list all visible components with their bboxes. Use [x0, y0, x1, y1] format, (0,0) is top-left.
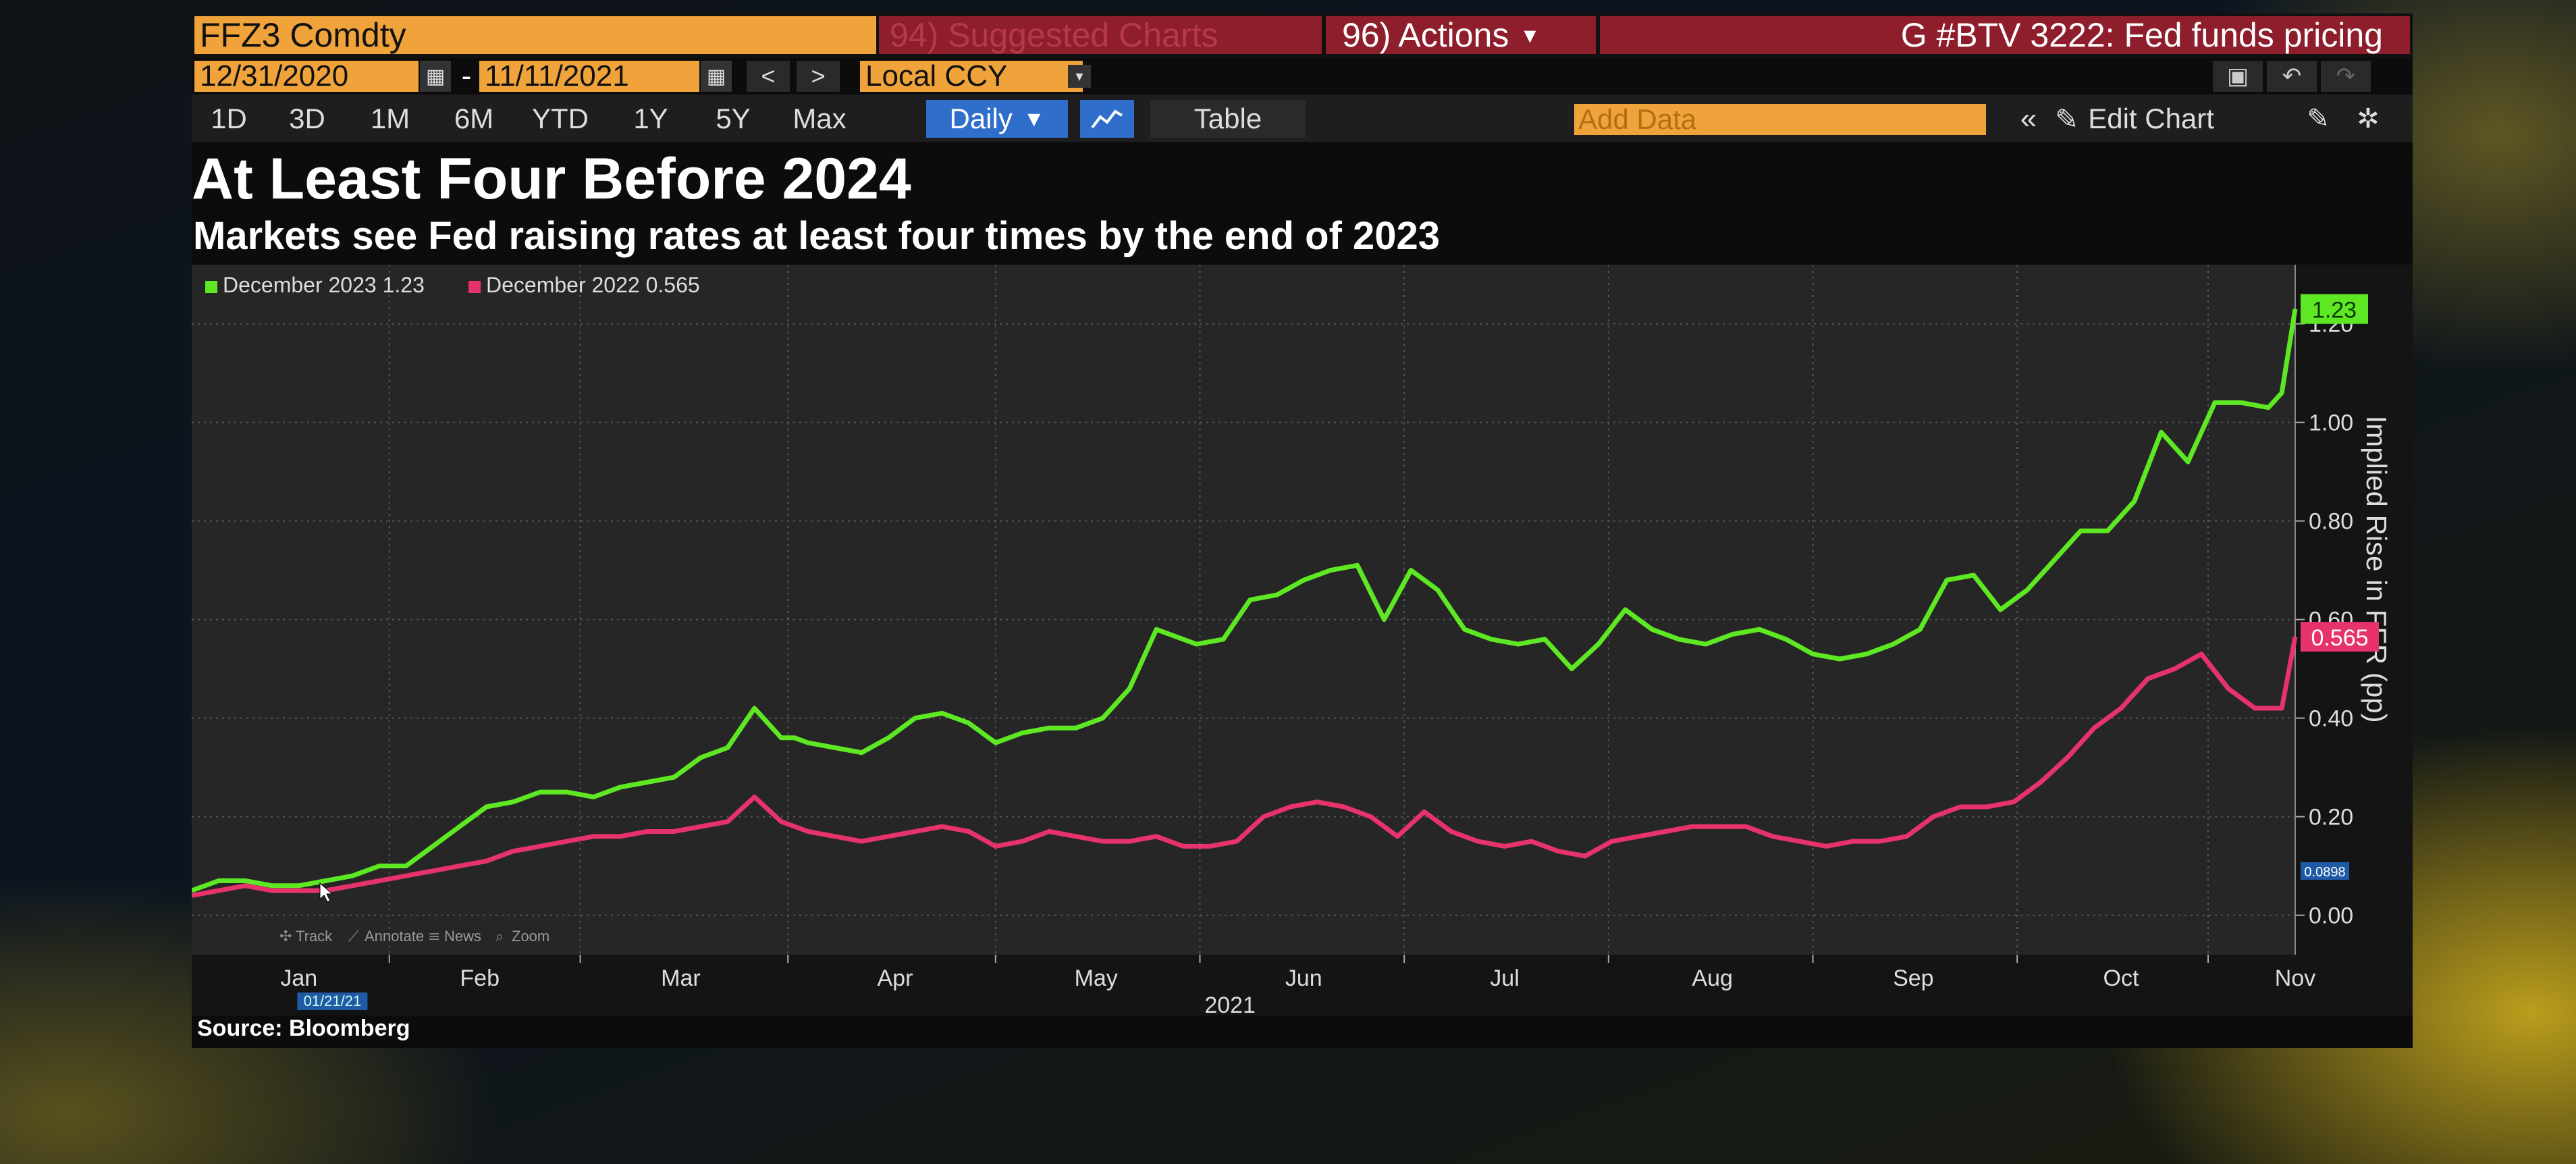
- add-data-input[interactable]: Add Data: [1574, 103, 1986, 135]
- x-tick-label: Jun: [1285, 965, 1322, 991]
- period-1m[interactable]: 1M: [370, 103, 410, 134]
- frequency-select[interactable]: Daily ▼: [926, 100, 1068, 138]
- terminal-window: FFZ3 Comdty 94) Suggested Charts 96) Act…: [192, 14, 2413, 1048]
- actions-menu[interactable]: 96) Actions ▾: [1326, 16, 1596, 54]
- chart-tool-icon: ✣: [279, 928, 292, 945]
- period-1y[interactable]: 1Y: [633, 103, 668, 134]
- line-chart-icon[interactable]: [1080, 100, 1134, 138]
- redo-icon[interactable]: ↷: [2321, 61, 2371, 92]
- chart-tool-icon: ⟋: [348, 928, 359, 945]
- x-tick-label: Jan: [280, 965, 317, 991]
- y-tick-label: 0.40: [2309, 706, 2353, 732]
- pencil-icon[interactable]: ✎: [2307, 104, 2330, 134]
- table-button[interactable]: Table: [1150, 100, 1306, 138]
- chevron-left-icon[interactable]: <: [747, 61, 790, 92]
- chevron-down-icon: ▼: [1023, 106, 1045, 131]
- x-axis-label: 2021: [1204, 993, 1256, 1018]
- pencil-icon: ✎: [2055, 103, 2079, 135]
- y-axis-title: Implied Rise in FFR (pp): [2361, 415, 2392, 722]
- y-tick-label: 0.00: [2309, 903, 2353, 929]
- calendar-icon[interactable]: ▦: [420, 61, 451, 92]
- period-5y[interactable]: 5Y: [716, 103, 751, 134]
- cursor-value-tag: [2301, 862, 2349, 880]
- last-value-label: 0.565: [2311, 625, 2368, 651]
- x-tick-label: Sep: [1893, 965, 1934, 991]
- chart-tool-news: News: [444, 928, 481, 945]
- x-tick-label: Apr: [878, 965, 913, 991]
- y-tick-label: 1.00: [2309, 411, 2353, 436]
- y-tick-label: 0.20: [2309, 805, 2353, 830]
- chart-tool-icon: ⌕: [495, 928, 504, 945]
- actions-caret-icon: ▾: [1524, 21, 1536, 49]
- y-axis-strip: [2295, 265, 2413, 955]
- end-date-field[interactable]: 11/11/2021: [479, 59, 699, 92]
- period-max[interactable]: Max: [793, 103, 847, 134]
- suggested-charts-menu[interactable]: 94) Suggested Charts: [879, 16, 1322, 54]
- legend-entry: December 2023 1.23: [223, 273, 425, 297]
- chart-tool-track: Track: [296, 928, 333, 945]
- period-1d[interactable]: 1D: [211, 103, 247, 134]
- calendar-icon[interactable]: ▦: [701, 61, 732, 92]
- chart-subtitle: Markets see Fed raising rates at least f…: [193, 214, 1441, 258]
- last-value-badge: [2301, 294, 2368, 324]
- frequency-label: Daily: [949, 103, 1013, 134]
- period-6m[interactable]: 6M: [454, 103, 494, 134]
- x-tick-label: Jul: [1490, 965, 1519, 991]
- x-axis-strip: [192, 955, 2413, 1015]
- y-tick-label: 0.80: [2309, 509, 2353, 535]
- header-bar: FFZ3 Comdty 94) Suggested Charts 96) Act…: [192, 14, 2413, 58]
- date-range-bar: 12/31/2020 ▦ - 11/11/2021 ▦ < > Local CC…: [192, 59, 2413, 93]
- gear-icon[interactable]: ✲: [2357, 104, 2380, 134]
- cursor-date-label: 01/21/21: [304, 993, 362, 1009]
- start-date-field[interactable]: 12/31/2020: [194, 59, 419, 92]
- x-tick-label: Nov: [2275, 965, 2315, 991]
- series-line-0: [192, 309, 2298, 893]
- chevron-right-icon[interactable]: >: [797, 61, 840, 92]
- x-tick-label: May: [1075, 965, 1118, 991]
- legend-swatch: [468, 281, 481, 293]
- chart-tool-zoom: Zoom: [512, 928, 549, 945]
- chart-tool-annotate: Annotate: [365, 928, 424, 945]
- chart-toolbar: 1D 3D 1M 6M YTD 1Y 5Y Max Daily ▼ Table …: [192, 95, 2413, 142]
- mouse-pointer-icon: [319, 882, 333, 903]
- presentation-icon[interactable]: ▣: [2213, 61, 2263, 92]
- edit-chart-label: Edit Chart: [2088, 103, 2214, 134]
- currency-select[interactable]: Local CCY: [860, 59, 1083, 92]
- edit-chart-button[interactable]: ✎ Edit Chart: [2055, 101, 2271, 136]
- x-tick-label: Mar: [661, 965, 701, 991]
- x-tick-label: Feb: [460, 965, 500, 991]
- legend-swatch: [205, 281, 217, 293]
- cursor-date-tag: [297, 993, 368, 1010]
- undo-icon[interactable]: ↶: [2267, 61, 2317, 92]
- source-note: Source: Bloomberg: [197, 1015, 410, 1041]
- legend-entry: December 2022 0.565: [486, 273, 700, 297]
- period-3d[interactable]: 3D: [289, 103, 325, 134]
- x-tick-label: Oct: [2103, 965, 2139, 991]
- chart-name: G #BTV 3222: Fed funds pricing: [1600, 16, 2410, 54]
- chart-tool-icon: ≡: [428, 928, 440, 945]
- last-value-label: 1.23: [2312, 298, 2357, 323]
- chevron-down-icon[interactable]: ▾: [1068, 65, 1091, 88]
- date-separator: -: [461, 59, 472, 92]
- last-value-badge: [2301, 622, 2379, 652]
- cursor-value-label: 0.0898: [2304, 865, 2345, 880]
- double-chevron-left-icon[interactable]: «: [2020, 102, 2037, 135]
- actions-label: 96) Actions: [1342, 16, 1509, 54]
- period-ytd[interactable]: YTD: [532, 103, 589, 134]
- ticker-field[interactable]: FFZ3 Comdty: [194, 16, 876, 54]
- chart-title: At Least Four Before 2024: [192, 147, 911, 211]
- x-tick-label: Aug: [1692, 965, 1733, 991]
- series-line-1: [192, 636, 2298, 898]
